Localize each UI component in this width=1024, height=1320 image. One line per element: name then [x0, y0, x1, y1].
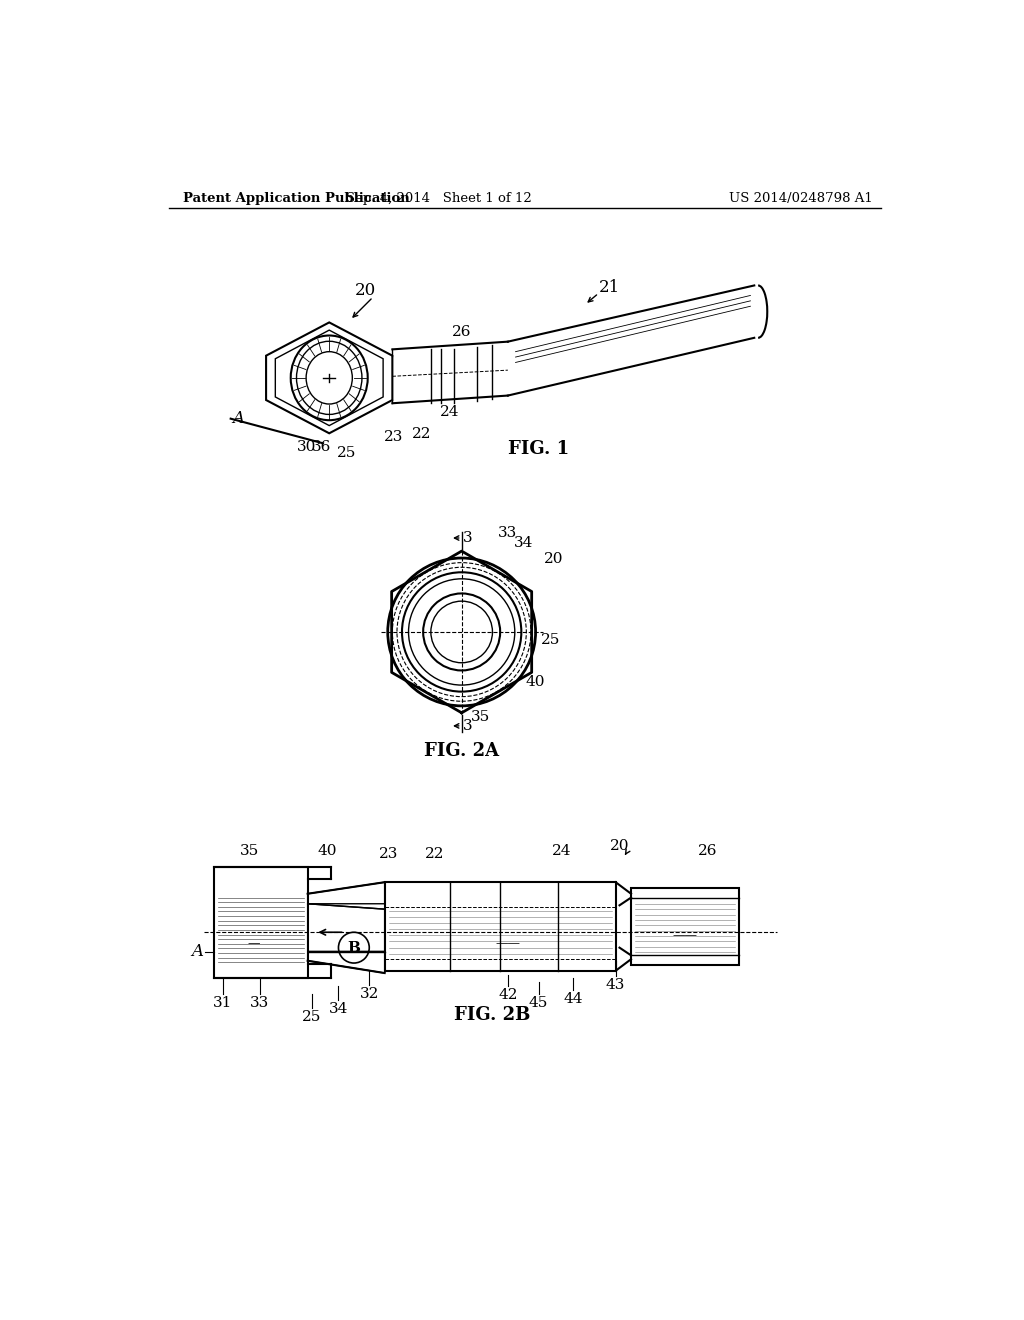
Text: 24: 24: [440, 405, 460, 420]
Text: 20: 20: [609, 840, 630, 853]
Text: FIG. 2B: FIG. 2B: [455, 1006, 530, 1024]
Text: 31: 31: [213, 997, 232, 1010]
Text: FIG. 2A: FIG. 2A: [424, 742, 500, 760]
Text: 20: 20: [354, 282, 376, 300]
Text: Patent Application Publication: Patent Application Publication: [183, 191, 410, 205]
Text: 23: 23: [384, 430, 403, 444]
Text: 42: 42: [498, 989, 517, 1002]
Text: B: B: [347, 941, 360, 954]
Text: FIG. 1: FIG. 1: [508, 441, 569, 458]
Text: 44: 44: [563, 993, 583, 1006]
Text: 25: 25: [541, 632, 560, 647]
Text: 34: 34: [329, 1002, 348, 1016]
Text: 25: 25: [337, 446, 356, 459]
Bar: [631, 888, 739, 965]
Text: ——: ——: [496, 937, 520, 950]
Text: 25: 25: [302, 1010, 322, 1024]
Bar: [385, 882, 615, 970]
Text: 21: 21: [599, 280, 621, 296]
Text: Sep. 4, 2014   Sheet 1 of 12: Sep. 4, 2014 Sheet 1 of 12: [346, 191, 531, 205]
Text: 35: 35: [471, 710, 490, 723]
Text: 24: 24: [552, 845, 571, 858]
Text: 40: 40: [317, 845, 337, 858]
Bar: [214, 867, 307, 978]
Text: 3: 3: [463, 531, 473, 545]
Text: 40: 40: [525, 675, 545, 689]
Text: ——: ——: [673, 929, 697, 942]
Text: 30: 30: [296, 440, 315, 454]
Text: 45: 45: [529, 997, 548, 1010]
Text: 26: 26: [452, 325, 471, 339]
Text: A: A: [232, 411, 245, 428]
Text: 35: 35: [241, 845, 259, 858]
Text: 20: 20: [545, 552, 564, 566]
Text: 22: 22: [412, 428, 431, 441]
Text: 32: 32: [359, 987, 379, 1001]
Text: 33: 33: [250, 997, 269, 1010]
Text: US 2014/0248798 A1: US 2014/0248798 A1: [729, 191, 872, 205]
Text: 36: 36: [312, 440, 331, 454]
Text: 43: 43: [606, 978, 626, 993]
Text: 23: 23: [379, 846, 398, 861]
Text: 22: 22: [425, 846, 444, 861]
Text: 34: 34: [514, 536, 532, 550]
Text: A: A: [191, 942, 204, 960]
Text: 33: 33: [499, 527, 517, 540]
Text: 26: 26: [698, 845, 718, 858]
Text: 3: 3: [463, 719, 473, 733]
Text: —: —: [248, 937, 260, 950]
